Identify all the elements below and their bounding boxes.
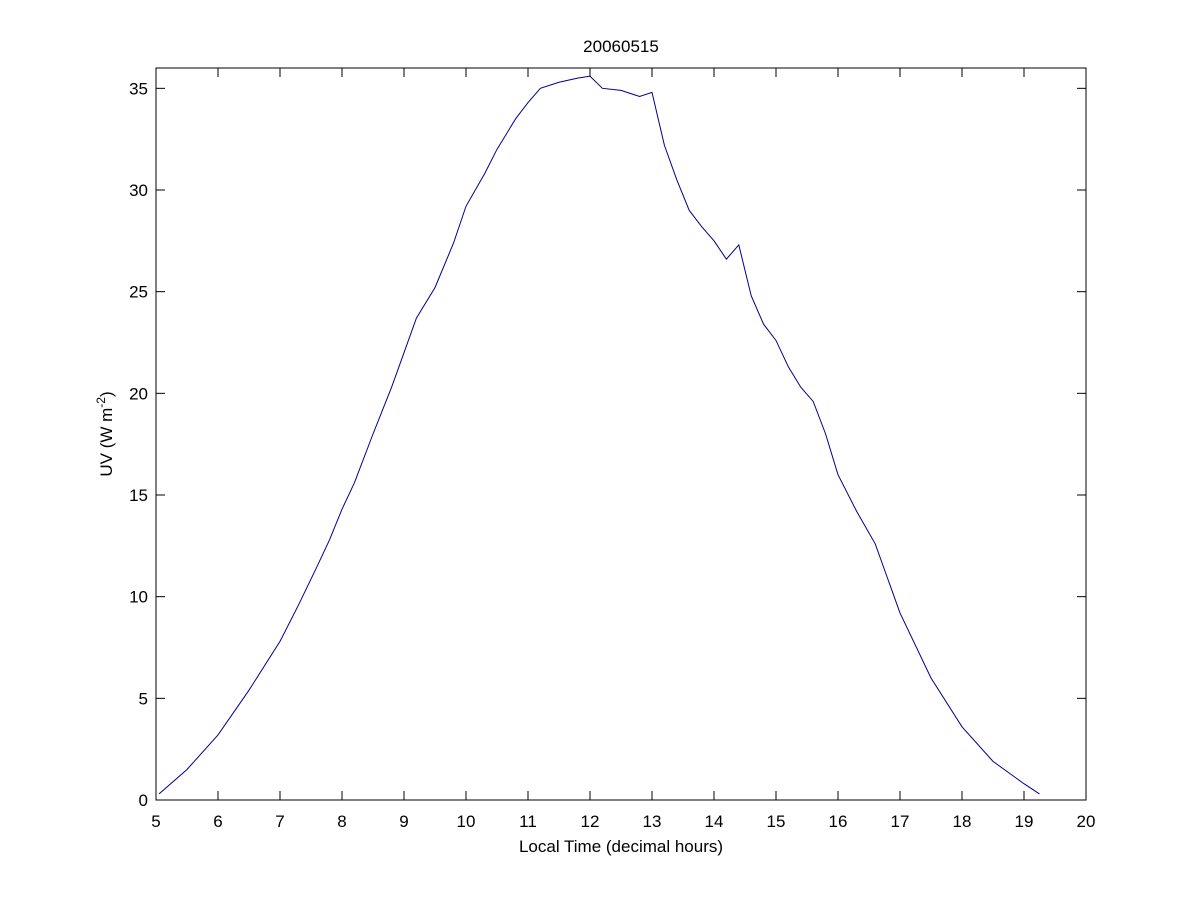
x-tick-label: 18 [953,812,972,831]
x-tick-label: 11 [519,812,537,831]
y-tick-label: 25 [129,283,148,302]
y-tick-label: 0 [139,791,148,810]
y-tick-label: 10 [129,588,148,607]
y-axis-label-text: UV (W m [97,408,116,477]
y-axis-label-superscript: -2 [94,397,108,408]
y-axis-tick-labels: 0 5 10 15 20 25 30 35 [129,79,148,810]
x-tick-label: 7 [275,812,284,831]
x-tick-label: 13 [643,812,662,831]
x-axis-tick-labels: 5 6 7 8 9 10 11 12 13 14 15 16 17 18 19 20 [151,812,1095,831]
x-tick-label: 12 [581,812,600,831]
x-tick-label: 19 [1015,812,1034,831]
x-tick-label: 17 [891,812,910,831]
x-tick-label: 5 [151,812,160,831]
uv-series-line [158,75,1040,795]
y-axis-label-suffix: ) [97,391,116,397]
x-tick-label: 16 [829,812,848,831]
x-tick-label: 9 [399,812,408,831]
x-tick-label: 14 [705,812,724,831]
y-axis-ticks [156,87,1086,801]
y-tick-label: 5 [139,689,148,708]
plot-area [155,67,1087,801]
y-tick-label: 15 [129,486,148,505]
y-axis-label: UV (W m-2) [94,391,116,476]
x-tick-label: 10 [457,812,476,831]
chart-title: 20060515 [583,37,659,56]
y-tick-label: 35 [129,79,148,98]
x-axis-ticks [155,68,1087,800]
y-tick-label: 20 [129,384,148,403]
x-tick-label: 15 [767,812,786,831]
x-tick-label: 6 [213,812,222,831]
x-tick-label: 20 [1077,812,1096,831]
y-tick-label: 30 [129,181,148,200]
x-axis-label: Local Time (decimal hours) [519,837,723,856]
x-tick-label: 8 [337,812,346,831]
